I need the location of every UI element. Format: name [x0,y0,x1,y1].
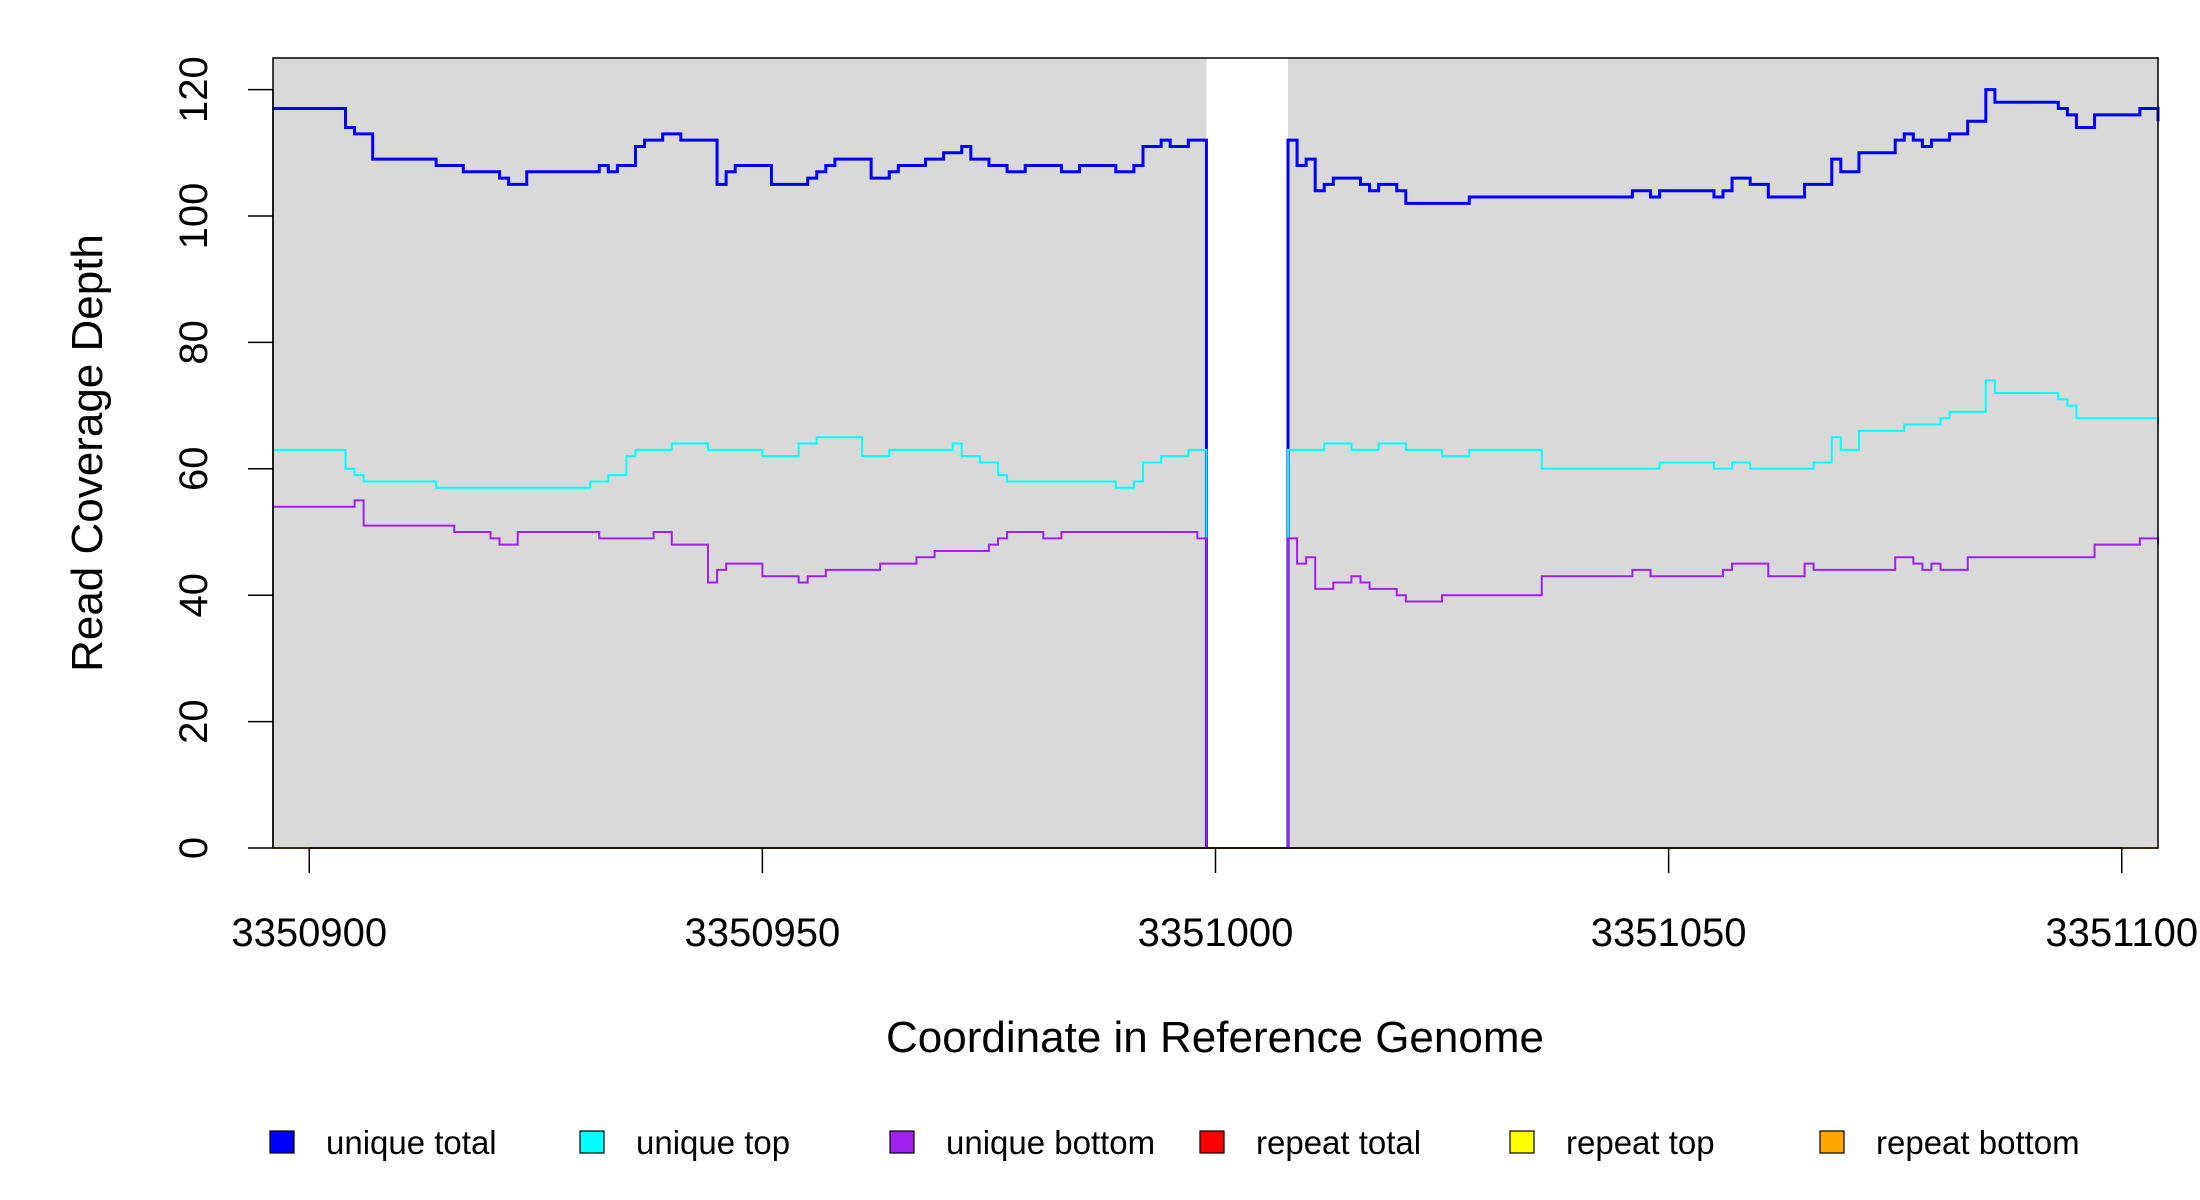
legend-swatch-repeat-top [1509,1130,1535,1154]
x-tick-label: 3350900 [231,911,387,955]
y-tick-label: 80 [172,320,216,365]
legend-swatch-repeat-total [1199,1130,1225,1154]
legend-label-unique-total: unique total [326,1124,497,1161]
series-line-unique-bottom [1287,537,2159,848]
series-line-unique-top [273,436,1208,539]
gap-region [1206,58,1288,848]
series-line-unique-bottom [273,499,1208,848]
legend-label-unique-top: unique top [636,1124,790,1161]
y-axis: 0 20 40 60 80 100 120 [172,56,274,859]
x-tick-label: 3350950 [685,911,841,955]
series-line-unique-total [1286,88,2160,848]
y-tick-label: 20 [172,699,216,744]
legend-swatch-repeat-bottom [1819,1130,1845,1154]
y-tick-label: 0 [172,837,216,859]
x-tick-label: 3351100 [2045,911,2198,955]
x-tick-label: 3351000 [1138,911,1294,955]
y-tick-label: 100 [172,183,216,250]
x-tick-label: 3351050 [1591,911,1747,955]
y-tick-label: 40 [172,573,216,618]
series-line-unique-top [1287,379,2159,539]
legend-swatch-unique-bottom [889,1130,915,1154]
x-axis: 3350900 3350950 3351000 3351050 3351100 [231,847,2198,955]
legend-swatch-unique-total [269,1130,295,1154]
y-tick-label: 120 [172,56,216,123]
legend-label-unique-bottom: unique bottom [946,1124,1155,1161]
legend-label-repeat-total: repeat total [1256,1124,1421,1161]
x-axis-title: Coordinate in Reference Genome [886,1013,1544,1062]
legend-swatch-unique-top [579,1130,605,1154]
y-tick-label: 60 [172,447,216,492]
legend-label-repeat-top: repeat top [1566,1124,1715,1161]
legend: unique total unique top unique bottom repea… [269,1124,2080,1161]
series-line-unique-total [273,107,1208,848]
y-axis-title: Read Coverage Depth [63,234,112,672]
legend-label-repeat-bottom: repeat bottom [1876,1124,2080,1161]
